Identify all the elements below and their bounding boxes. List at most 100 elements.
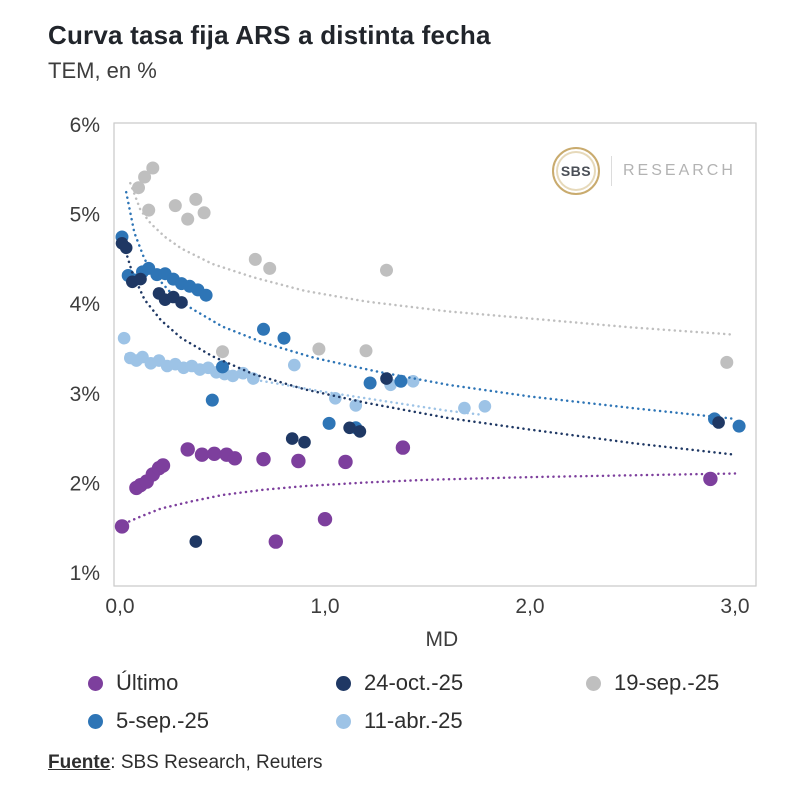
sbs-logo-badge: SBS — [552, 147, 600, 195]
data-point-sep19 — [263, 261, 277, 275]
data-point-ultimo — [338, 454, 353, 470]
logo-research-text: RESEARCH — [623, 162, 736, 179]
legend-item-oct24: 24-oct.-25 — [336, 670, 586, 696]
data-point-sep19 — [146, 161, 160, 175]
legend-label-sep05: 5-sep.-25 — [116, 708, 209, 733]
series-ultimo — [114, 440, 737, 549]
x-tick-label: 2,0 — [515, 595, 544, 618]
data-point-ultimo — [256, 452, 271, 467]
x-tick-label: 0,0 — [105, 595, 134, 618]
source-label: Fuente — [48, 752, 111, 773]
data-point-sep19 — [359, 344, 373, 358]
data-point-sep19 — [181, 212, 195, 226]
data-point-ultimo — [268, 534, 283, 549]
legend-item-sep19: 19-sep.-25 — [586, 670, 800, 696]
series-oct24 — [115, 237, 737, 548]
data-point-oct24 — [298, 435, 311, 449]
data-point-ultimo — [395, 440, 411, 455]
legend-item-abr11: 11-abr.-25 — [336, 708, 586, 734]
y-tick-label: 1% — [70, 562, 100, 585]
x-axis-title: MD — [426, 628, 459, 651]
data-point-ultimo — [317, 512, 333, 527]
data-point-oct24 — [175, 296, 188, 309]
legend-marker-ultimo — [88, 675, 103, 691]
data-point-sep05 — [363, 376, 377, 390]
legend-label-oct24: 24-oct.-25 — [364, 670, 464, 695]
data-point-sep05 — [257, 322, 270, 336]
sbs-logo-text: SBS — [560, 163, 592, 179]
data-point-sep19 — [189, 192, 203, 206]
data-point-ultimo — [194, 447, 210, 462]
x-tick-label: 1,0 — [310, 595, 339, 618]
y-tick-label: 2% — [70, 472, 100, 495]
legend-marker-abr11 — [336, 713, 351, 729]
data-point-sep19 — [720, 355, 734, 369]
data-point-abr11 — [226, 369, 240, 383]
data-point-sep19 — [312, 342, 326, 356]
data-point-oct24 — [285, 432, 299, 445]
legend-marker-sep19 — [586, 675, 601, 691]
data-point-sep05 — [394, 374, 408, 388]
source-text: : SBS Research, Reuters — [110, 752, 323, 773]
x-tick-label: 3,0 — [720, 595, 749, 618]
data-point-oct24 — [119, 241, 133, 255]
data-point-abr11 — [288, 358, 301, 372]
data-point-abr11 — [117, 331, 131, 345]
data-point-abr11 — [478, 400, 492, 413]
data-point-sep05 — [199, 288, 213, 302]
data-point-oct24 — [353, 425, 367, 438]
data-point-ultimo — [114, 519, 130, 534]
logo-divider — [611, 156, 612, 186]
data-point-abr11 — [236, 366, 250, 380]
data-point-sep19 — [142, 203, 156, 217]
data-point-sep05 — [277, 331, 291, 345]
legend-item-ultimo: Último — [88, 670, 336, 696]
data-point-ultimo — [207, 446, 222, 461]
data-point-ultimo — [291, 453, 306, 469]
chart-legend: Último 24-oct.-25 19-sep.-25 5-sep.-25 11-ab… — [88, 670, 800, 734]
legend-marker-sep05 — [88, 713, 103, 729]
scatter-plot-canvas: 1% 2% 3% 4% 5% 6% 0,0 1,0 2,0 3,0 MD — [70, 114, 757, 651]
legend-marker-oct24 — [336, 675, 351, 691]
data-point-oct24 — [343, 421, 356, 435]
data-point-ultimo — [227, 451, 242, 466]
data-point-sep05 — [205, 393, 219, 407]
legend-label-ultimo: Último — [116, 670, 179, 695]
data-point-ultimo — [155, 458, 171, 473]
y-tick-label: 4% — [70, 293, 100, 316]
chart-subtitle: TEM, en % — [48, 58, 157, 83]
data-point-sep19 — [138, 170, 152, 184]
data-point-abr11 — [247, 372, 260, 385]
data-point-oct24 — [189, 535, 203, 548]
data-point-sep19 — [132, 181, 145, 195]
data-point-oct24 — [380, 372, 393, 385]
y-tick-label: 5% — [70, 204, 100, 227]
legend-label-abr11: 11-abr.-25 — [364, 708, 463, 733]
y-tick-label: 3% — [70, 383, 100, 406]
data-point-sep05 — [732, 419, 746, 433]
data-point-sep05 — [216, 360, 229, 374]
data-point-abr11 — [349, 399, 363, 412]
data-point-abr11 — [329, 392, 342, 405]
trend-line-oct24 — [122, 244, 737, 456]
chart-title: Curva tasa fija ARS a distinta fecha — [48, 20, 491, 50]
data-point-sep19 — [197, 206, 211, 220]
legend-label-sep19: 19-sep.-25 — [614, 670, 720, 695]
sbs-research-logo: SBS RESEARCH — [552, 147, 736, 195]
trend-line-ultimo — [122, 472, 737, 525]
data-point-oct24 — [134, 272, 147, 286]
source-note: Fuente: SBS Research, Reuters — [48, 752, 323, 774]
data-point-sep19 — [380, 263, 393, 277]
data-point-ultimo — [180, 442, 195, 457]
data-point-sep05 — [322, 416, 336, 430]
data-point-ultimo — [703, 471, 718, 487]
data-point-sep19 — [216, 345, 229, 359]
legend-item-sep05: 5-sep.-25 — [88, 708, 336, 734]
y-tick-label: 6% — [70, 114, 100, 137]
data-point-sep19 — [168, 199, 182, 213]
series-sep19 — [129, 161, 737, 369]
data-point-sep19 — [248, 252, 262, 266]
data-point-abr11 — [458, 401, 471, 415]
trend-line-abr11 — [124, 353, 481, 416]
